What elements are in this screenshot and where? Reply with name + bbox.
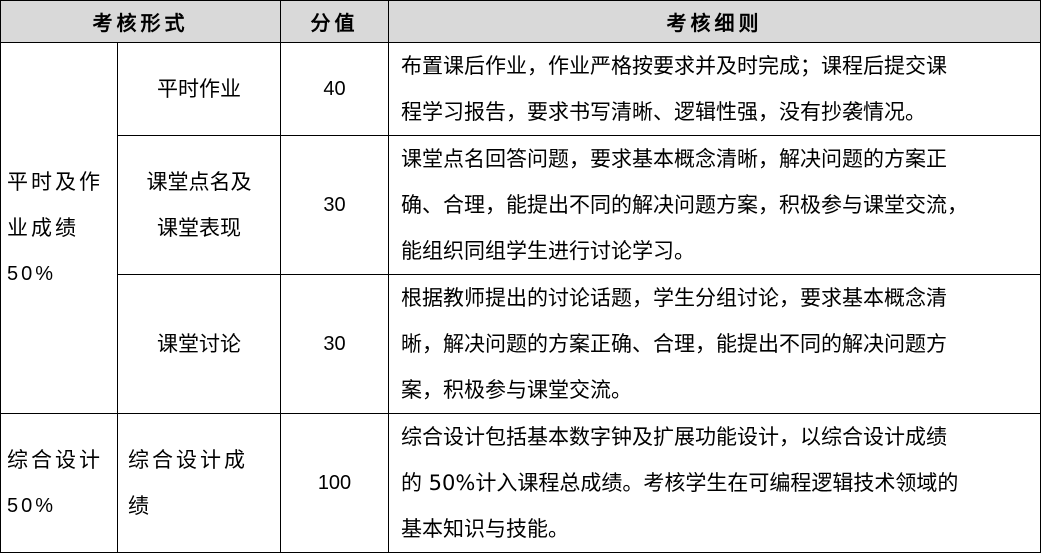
desc-line: 确、合理，能提出不同的解决问题方案，积极参与课堂交流， [401,193,968,217]
category-text: 综合设计 [7,448,103,472]
item-score: 30 [280,135,389,275]
desc-line: 根据教师提出的讨论话题，学生分组讨论，要求基本概念清 [401,286,947,310]
item-name-text: 课堂表现 [157,216,241,240]
item-name: 平时作业 [117,42,281,136]
item-score: 30 [280,274,389,414]
item-desc: 课堂点名回答问题，要求基本概念清晰，解决问题的方案正 确、合理，能提出不同的解决… [388,135,1041,275]
item-name-text: 平时作业 [157,77,241,101]
header-score: 分值 [280,0,389,43]
table-row: 综合设计 50% 综合设计成 绩 100 综合设计包括基本数字钟及扩展功能设计，… [0,413,1041,553]
desc-line: 的 50%计入课程总成绩。考核学生在可编程逻辑技术领域的 [401,471,959,495]
desc-line: 能组织同组学生进行讨论学习。 [401,239,695,263]
item-name: 综合设计成 绩 [117,413,281,553]
item-name: 课堂点名及 课堂表现 [117,135,281,275]
item-score: 100 [280,413,389,553]
item-desc: 根据教师提出的讨论话题，学生分组讨论，要求基本概念清 晰，解决问题的方案正确、合… [388,274,1041,414]
category-cell: 综合设计 50% [0,413,118,553]
table-row: 平时及作 业成绩 50% 平时作业 40 布置课后作业，作业严格按要求并及时完成… [0,42,1041,414]
desc-line: 程学习报告，要求书写清晰、逻辑性强，没有抄袭情况。 [401,100,926,124]
category-text: 平时及作 [7,170,103,194]
category-percent: 50% [7,495,57,517]
item-name-text: 综合设计成 [128,448,248,472]
header-form: 考核形式 [0,0,281,43]
header-rules: 考核细则 [388,0,1041,43]
category-cell: 平时及作 业成绩 50% [0,42,118,414]
desc-line: 案，积极参与课堂交流。 [401,378,632,402]
desc-line: 晰，解决问题的方案正确、合理，能提出不同的解决问题方 [401,332,947,356]
table-row: 课堂讨论 30 根据教师提出的讨论话题，学生分组讨论，要求基本概念清 晰，解决问… [1,274,1041,414]
item-name-text: 课堂讨论 [157,332,241,356]
category-percent: 50% [7,263,57,285]
item-desc: 布置课后作业，作业严格按要求并及时完成；课程后提交课 程学习报告，要求书写清晰、… [388,42,1041,136]
desc-line: 课堂点名回答问题，要求基本概念清晰，解决问题的方案正 [401,147,947,171]
item-name-text: 课堂点名及 [146,170,252,194]
desc-line: 布置课后作业，作业严格按要求并及时完成；课程后提交课 [401,54,947,78]
item-name-text: 绩 [128,494,152,518]
desc-line: 综合设计包括基本数字钟及扩展功能设计，以综合设计成绩 [401,425,947,449]
category-text: 业成绩 [7,216,79,240]
header-row: 考核形式 分值 考核细则 [0,0,1041,43]
item-name: 课堂讨论 [117,274,281,414]
item-score: 40 [280,42,389,136]
desc-line: 基本知识与技能。 [401,517,569,541]
table-row: 课堂点名及 课堂表现 30 课堂点名回答问题，要求基本概念清晰，解决问题的方案正… [1,135,1041,275]
item-desc: 综合设计包括基本数字钟及扩展功能设计，以综合设计成绩 的 50%计入课程总成绩。… [388,413,1041,553]
